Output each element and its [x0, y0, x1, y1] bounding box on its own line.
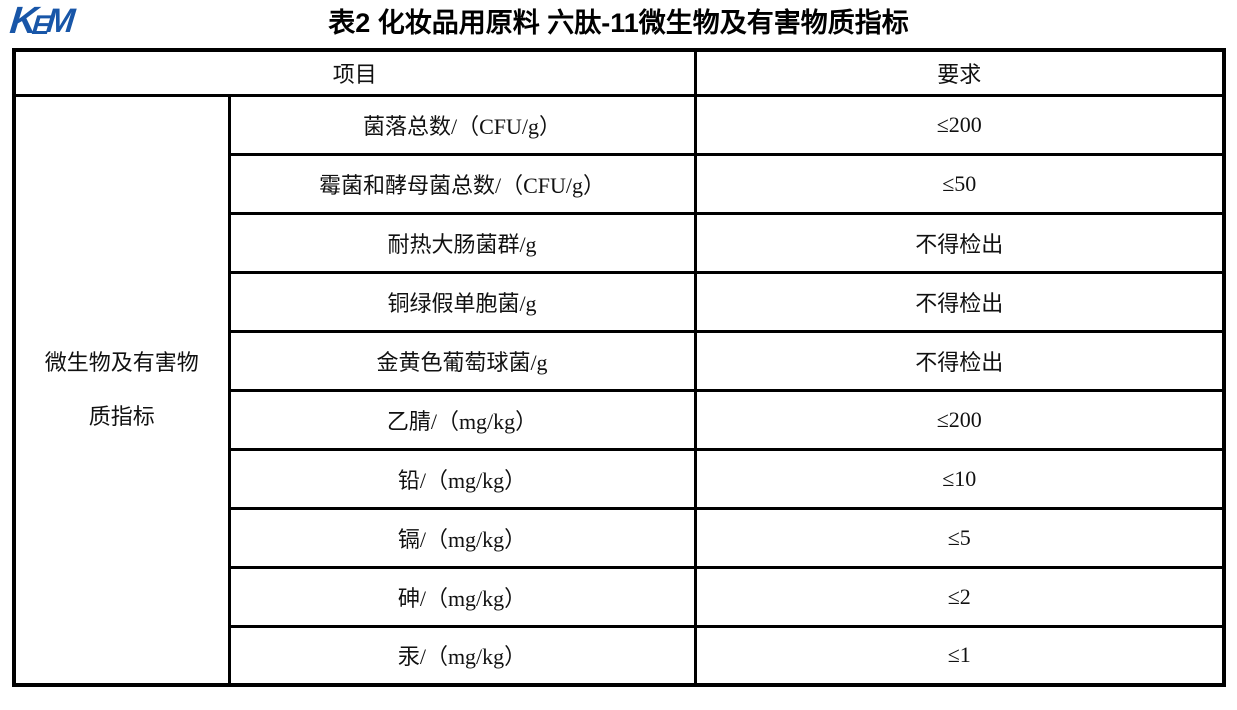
- requirement-cell: ≤2: [693, 565, 1226, 628]
- header-item: 项目: [12, 48, 697, 97]
- item-cell: 铅/（mg/kg）: [227, 447, 697, 510]
- item-cell: 砷/（mg/kg）: [227, 565, 697, 628]
- category-line-2: 质指标: [88, 403, 155, 429]
- requirement-cell: 不得检出: [693, 329, 1226, 392]
- requirement-cell: 不得检出: [693, 270, 1226, 333]
- header-requirement: 要求: [693, 48, 1226, 97]
- table-row: 微生物及有害物 质指标 菌落总数/（CFU/g） ≤200: [12, 93, 1226, 687]
- item-cell: 金黄色葡萄球菌/g: [227, 329, 697, 392]
- category-cell: 微生物及有害物 质指标: [12, 93, 231, 687]
- table-row: 汞/（mg/kg） ≤1: [14, 624, 1226, 687]
- requirement-cell: ≤50: [693, 152, 1226, 215]
- requirement-cell: ≤200: [693, 388, 1226, 451]
- table-row: 霉菌和酵母菌总数/（CFU/g） ≤50: [14, 152, 1226, 215]
- table-row: 砷/（mg/kg） ≤2: [14, 565, 1226, 628]
- requirement-cell: ≤200: [693, 93, 1226, 156]
- table-row: 镉/（mg/kg） ≤5: [14, 506, 1226, 569]
- spec-table: 项目 要求 微生物及有害物 质指标 菌落总数/（CFU/g） ≤200 霉菌和酵…: [12, 48, 1227, 687]
- requirement-cell: ≤1: [693, 624, 1226, 687]
- item-cell: 铜绿假单胞菌/g: [227, 270, 697, 333]
- table-row: 乙腈/（mg/kg） ≤200: [14, 388, 1226, 451]
- table-row: 铜绿假单胞菌/g 不得检出: [14, 270, 1226, 333]
- item-cell: 乙腈/（mg/kg）: [227, 388, 697, 451]
- page-title: 表2 化妆品用原料 六肽-11微生物及有害物质指标: [328, 8, 909, 38]
- item-cell: 镉/（mg/kg）: [227, 506, 697, 569]
- table-row: 金黄色葡萄球菌/g 不得检出: [14, 329, 1226, 392]
- requirement-cell: ≤10: [693, 447, 1226, 510]
- table-header-row: 项目 要求: [12, 48, 1226, 97]
- item-cell: 耐热大肠菌群/g: [227, 211, 697, 274]
- table-row: 耐热大肠菌群/g 不得检出: [14, 211, 1226, 274]
- table-row: 铅/（mg/kg） ≤10: [14, 447, 1226, 510]
- requirement-cell: 不得检出: [693, 211, 1226, 274]
- category-line-1: 微生物及有害物: [44, 349, 199, 375]
- item-cell: 菌落总数/（CFU/g）: [227, 93, 697, 156]
- item-cell: 霉菌和酵母菌总数/（CFU/g）: [227, 152, 697, 215]
- requirement-cell: ≤5: [693, 506, 1226, 569]
- item-cell: 汞/（mg/kg）: [227, 624, 697, 687]
